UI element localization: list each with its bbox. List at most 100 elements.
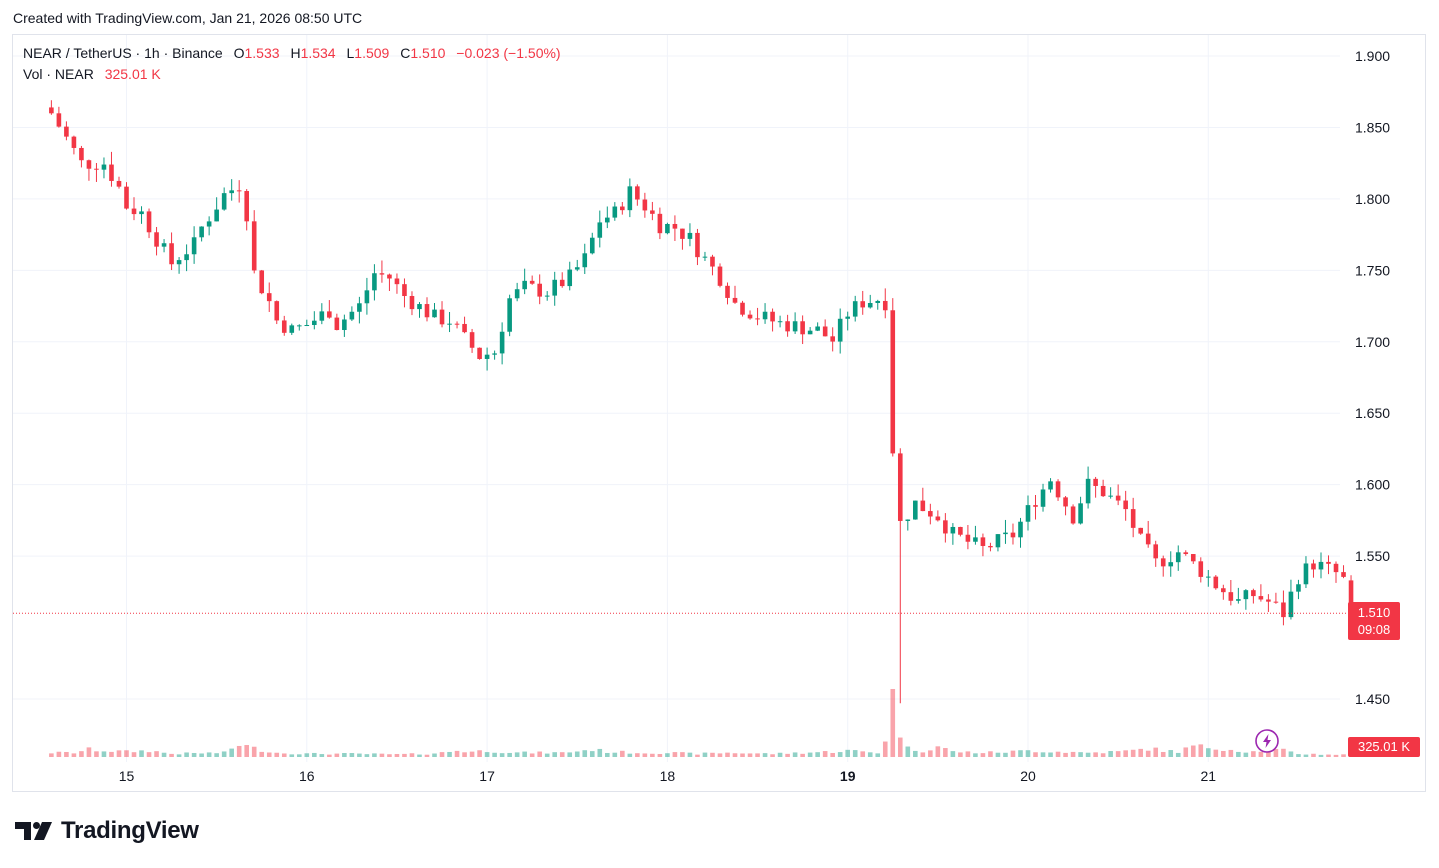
candle-body <box>650 210 655 214</box>
candle-body <box>890 310 896 454</box>
volume-bar <box>1085 752 1091 757</box>
volume-bar <box>965 751 971 757</box>
volume-bar <box>672 752 678 757</box>
volume-bar <box>191 752 197 757</box>
candle-body <box>1130 509 1136 528</box>
candle-body <box>1213 576 1219 589</box>
volume-bar <box>199 753 204 757</box>
bar-countdown: 09:08 <box>1357 622 1391 637</box>
volume-bar <box>800 753 805 757</box>
candle-body <box>1258 596 1264 600</box>
candle-body <box>792 321 798 332</box>
volume-bar <box>717 753 723 757</box>
volume-bar <box>454 750 460 757</box>
symbol-label[interactable]: NEAR / TetherUS · 1h · Binance <box>23 45 223 61</box>
volume-bar <box>1303 754 1309 757</box>
volume-label[interactable]: Vol · NEAR <box>23 66 94 82</box>
candle-body <box>409 296 415 310</box>
candle-body <box>1326 561 1331 564</box>
candle-body <box>740 302 745 315</box>
volume-bar <box>409 753 415 757</box>
candle-body <box>747 314 753 319</box>
volume-bar <box>988 751 993 757</box>
lightning-icon[interactable] <box>1255 729 1279 753</box>
volume-bar <box>259 751 265 757</box>
volume-bar <box>229 748 234 757</box>
volume-bar <box>492 752 497 757</box>
candle-body <box>477 347 482 359</box>
volume-bar <box>897 737 903 757</box>
x-tick-label: 17 <box>479 768 495 784</box>
candle-body <box>499 331 505 354</box>
volume-bar <box>928 750 933 757</box>
volume-bar <box>1153 747 1159 757</box>
volume-bar <box>394 753 400 757</box>
volume-bar <box>296 754 302 757</box>
candle-body <box>124 186 129 209</box>
candle-body <box>620 206 625 211</box>
candle-body <box>837 318 843 342</box>
candle-body <box>1266 599 1271 602</box>
candle-body <box>146 211 152 233</box>
volume-bar <box>124 750 129 757</box>
candle-body <box>229 190 234 194</box>
volume-bar <box>161 752 167 757</box>
candle-body <box>1183 552 1189 555</box>
candle-body <box>1221 588 1226 593</box>
volume-bar <box>312 752 317 757</box>
candle-body <box>897 453 903 521</box>
candle-body <box>296 325 302 327</box>
candle-body <box>635 186 640 200</box>
volume-bar <box>469 751 475 757</box>
candle-body <box>965 534 971 542</box>
candle-body <box>109 164 114 181</box>
candle-body <box>1070 506 1076 524</box>
candle-body <box>184 254 189 261</box>
candle-body <box>319 311 325 321</box>
volume-bar <box>777 752 783 757</box>
candle-body <box>807 330 813 335</box>
chart-frame <box>12 34 1426 792</box>
volume-bar <box>79 751 84 757</box>
volume-bar <box>244 745 249 757</box>
candle-body <box>387 274 392 279</box>
low-label: L <box>346 45 355 61</box>
volume-bar <box>342 753 347 757</box>
candle-body <box>191 237 197 255</box>
candle-body <box>1010 532 1016 538</box>
candle-body <box>680 228 685 239</box>
volume-bar <box>1213 749 1219 757</box>
volume-bar <box>462 752 467 757</box>
x-tick-label: 15 <box>119 768 135 784</box>
volume-bar <box>642 753 648 757</box>
volume-bar <box>357 753 362 757</box>
volume-bar <box>251 746 257 757</box>
candle-body <box>559 279 565 287</box>
volume-bar <box>770 754 775 757</box>
candle-body <box>852 301 858 317</box>
last-price-tag: 1.510 09:08 <box>1348 602 1400 640</box>
candle-body <box>657 213 663 234</box>
volume-bar <box>1063 752 1068 757</box>
candle-body <box>822 326 828 337</box>
candle-body <box>732 297 738 303</box>
candle-body <box>800 321 805 335</box>
x-tick-label: 19 <box>840 768 856 784</box>
y-tick-label: 1.550 <box>1355 548 1390 564</box>
volume-bar <box>747 753 753 757</box>
candle-body <box>244 191 249 222</box>
volume-bar <box>950 751 956 757</box>
candle-body <box>447 323 452 325</box>
candle-body <box>928 511 933 517</box>
volume-bar <box>792 752 798 757</box>
candle-body <box>785 321 790 332</box>
volume-bar <box>725 752 730 757</box>
volume-bar <box>1078 752 1083 757</box>
candle-body <box>958 526 963 535</box>
tradingview-logo[interactable]: TradingView <box>15 815 199 847</box>
volume-bar <box>657 753 663 757</box>
candle-body <box>1085 478 1091 504</box>
candle-body <box>221 193 227 210</box>
volume-bar <box>447 751 452 757</box>
